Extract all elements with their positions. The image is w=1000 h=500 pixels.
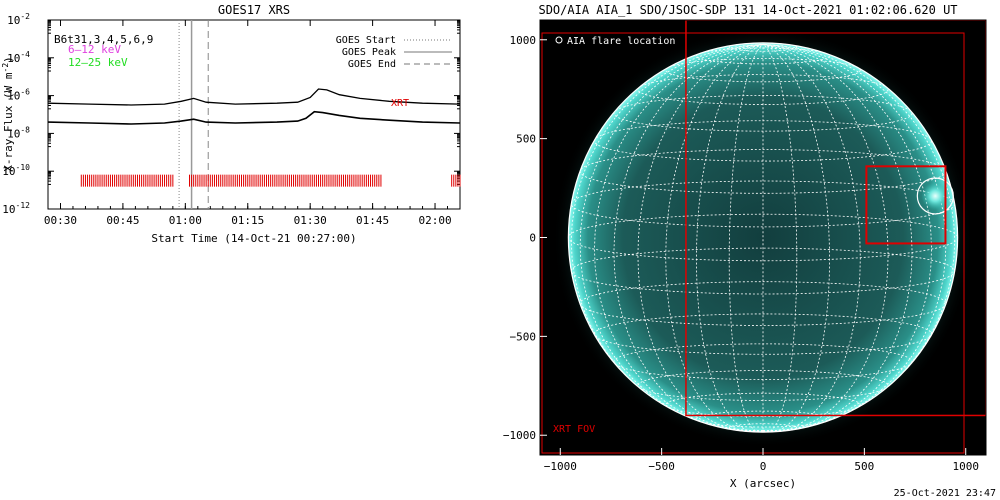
latitude-line [637,370,889,401]
legend-goes-peak: GOES Peak [342,47,396,58]
aia-x-tick-label: −500 [648,460,675,473]
latitude-line [665,58,861,83]
latitude-line [579,281,947,326]
aia-y-axis: 1000 500 0 −500 −1000 [503,34,547,442]
longitude-line [762,43,932,432]
latitude-line [567,213,959,262]
aia-x-tick-label: −1000 [544,460,577,473]
aia-y-tick-label: 1000 [510,34,537,47]
legend-goes-end: GOES End [348,59,396,70]
goes-x-tick-label: 01:15 [231,214,264,227]
aia-title: SDO/AIA AIA_1 SDO/JSOC-SDP 131 14-Oct-20… [538,3,957,17]
latitude-line [728,42,798,52]
goes-y-tick-exponent: -8 [20,125,30,134]
goes-x-tick-label: 02:00 [418,214,451,227]
xrt-fov-rectangle [685,20,986,417]
goes-y-label: X-ray Flux (W m-2) [1,56,15,172]
latitude-line [579,149,947,194]
aia-131-image-panel: SDO/AIA AIA_1 SDO/JSOC-SDP 131 14-Oct-20… [503,3,987,490]
latitude-line [570,247,956,295]
footer-timestamp: 25-Oct-2021 23:47 [894,488,996,499]
goes-title: GOES17 XRS [218,3,290,17]
aia-x-tick-label: 500 [854,460,874,473]
longitude-line [762,43,913,432]
goes-y-tick-exponent: -6 [20,88,30,97]
aia-x-label: X (arcsec) [730,477,796,490]
goes-x-tick-label: 00:30 [44,214,77,227]
aia-y-tick-label: 0 [529,232,536,245]
solar-disk [568,42,958,433]
goes-y-tick-label: 10-12 [2,201,30,216]
heliographic-grid [567,42,959,433]
longitude-line [762,43,831,433]
flare-legend-icon [555,36,563,44]
longitude-line [762,44,798,433]
goes-y-tick-exponent: -12 [16,201,31,210]
longitude-line [762,43,956,432]
latitude-line [594,313,932,355]
goes-y-tick-label: 10-2 [7,12,30,27]
goes-x-axis: 00:30 00:45 01:00 01:15 01:30 01:45 02:00 [44,20,461,227]
longitude-line [695,43,764,433]
longitude-line [570,43,764,432]
longitude-line [579,43,764,432]
aia-y-tick-label: −500 [510,330,537,343]
band-label-12-25kev: 12–25 keV [68,56,128,69]
aia-y-tick-label: −1000 [503,429,536,442]
aia-x-tick-label: 1000 [952,460,979,473]
longitude-line [762,43,947,432]
goes-y-tick-exponent: -10 [16,163,31,172]
band-label-channels: B6t31,3,4,5,6,9 [54,33,153,46]
longitude-line [728,44,764,433]
goes-y-tick-exponent: -2 [20,12,30,21]
goes-y-tick-exponent: -4 [20,50,30,59]
goes-series-line [47,88,461,106]
latitude-line [570,180,956,228]
longitude-line [762,43,889,432]
longitude-line [594,43,764,432]
longitude-line [613,43,764,432]
aia-x-axis: −1000 −500 0 500 1000 [544,448,979,473]
goes-x-label: Start Time (14-Oct-21 00:27:00) [151,232,356,245]
latitude-line [728,423,798,433]
aia-y-tick-label: 500 [516,133,536,146]
goes-plot-frame [47,19,461,210]
band-label-6-12kev: 6–12 keV [68,43,121,56]
xrt-fov-label: XRT FOV [553,424,595,435]
longitude-line [637,43,764,432]
flare-location-circle [916,177,954,215]
goes-x-tick-label: 01:45 [356,214,389,227]
latitude-line [637,74,889,105]
xrt-target-box [865,165,947,245]
latitude-line [696,47,830,65]
xrt-observation-ticks [80,174,461,187]
legend-goes-start: GOES Start [336,35,396,46]
aia-x-tick-label: 0 [760,460,767,473]
goes-x-tick-label: 01:00 [169,214,202,227]
goes-x-tick-label: 01:30 [294,214,327,227]
goes-x-tick-label: 00:45 [106,214,139,227]
xrt-curve-label: XRT [391,98,409,109]
flare-legend-label: AIA flare location [567,36,675,47]
goes-flux-series [47,88,461,125]
flare-brightening [921,181,950,210]
goes-series-line [47,110,461,125]
aia-inner-fov-frame [541,32,965,454]
goes-legend: GOES Start GOES Peak GOES End [336,35,452,70]
